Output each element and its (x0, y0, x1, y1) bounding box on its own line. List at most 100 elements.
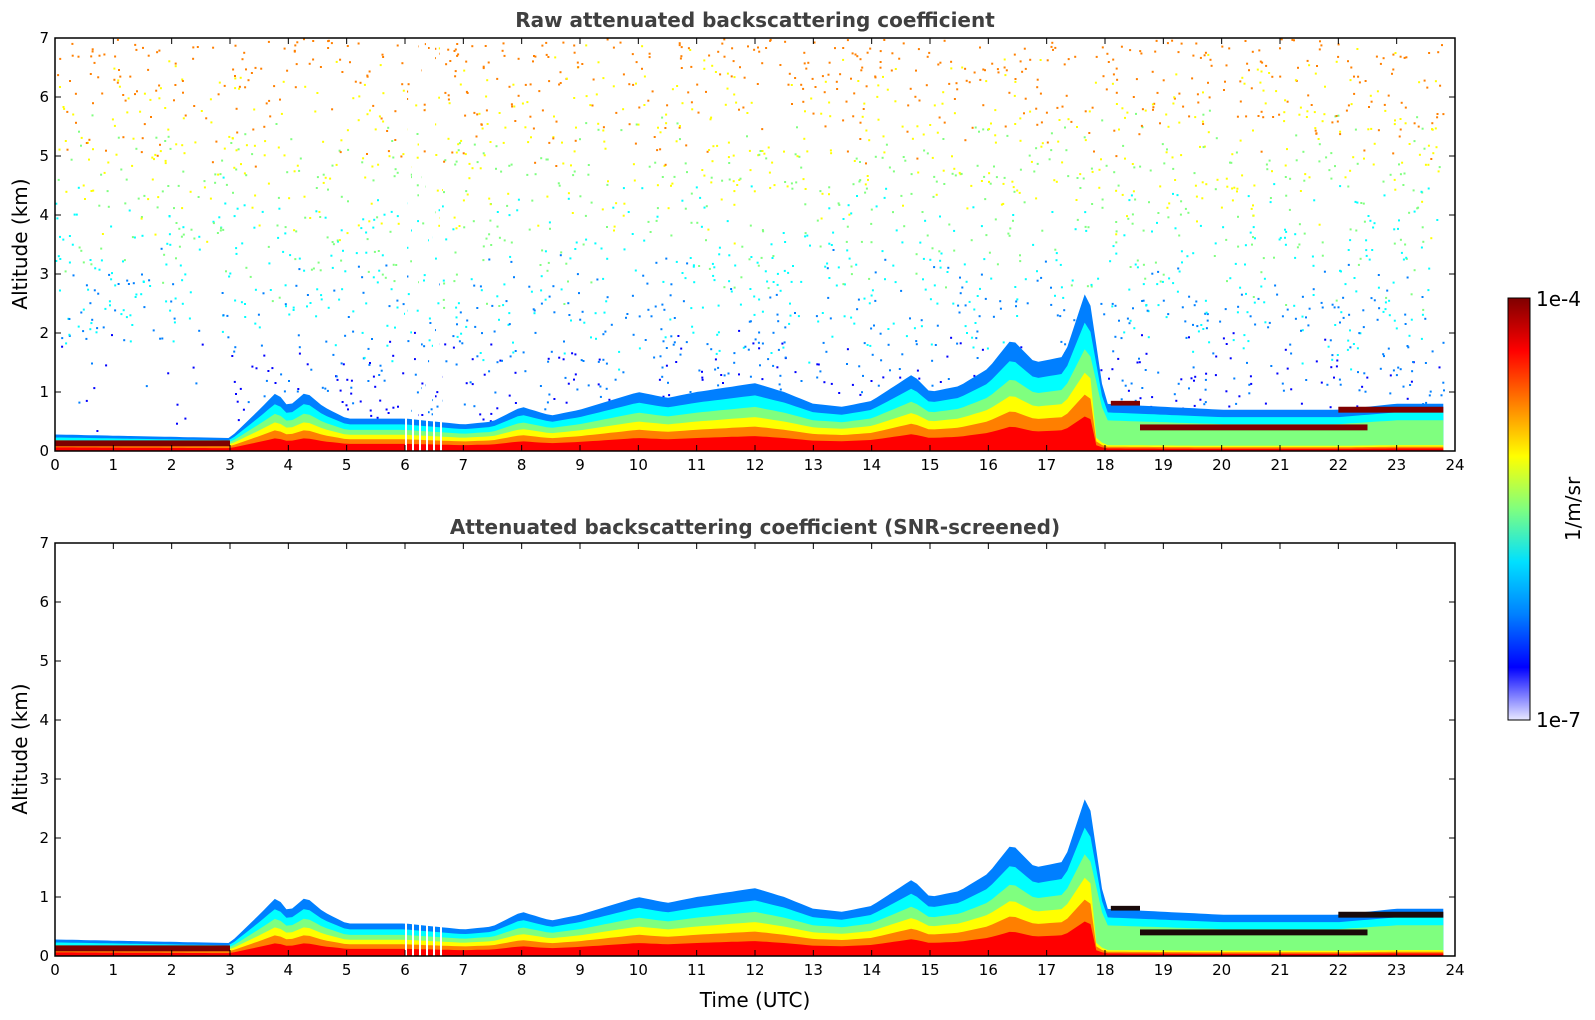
noise-point (1090, 285, 1093, 288)
noise-point (719, 73, 722, 76)
noise-point (825, 350, 828, 353)
noise-point (1204, 388, 1207, 391)
noise-point (661, 116, 664, 119)
noise-point (964, 139, 967, 142)
noise-point (728, 162, 731, 164)
noise-point (964, 325, 967, 328)
noise-point (796, 126, 798, 129)
noise-point (1360, 202, 1363, 204)
noise-point (271, 367, 274, 370)
noise-point (1131, 213, 1134, 216)
noise-point (379, 399, 382, 402)
noise-point (815, 315, 818, 318)
noise-point (1188, 387, 1190, 390)
noise-point (167, 128, 170, 131)
noise-point (1151, 70, 1154, 73)
noise-point (750, 185, 753, 188)
x-tick-label: 9 (575, 456, 585, 474)
noise-point (1438, 366, 1441, 369)
noise-point (1286, 308, 1289, 311)
noise-point (407, 340, 410, 343)
noise-point (396, 44, 399, 47)
noise-point (101, 233, 104, 235)
noise-point (1263, 277, 1266, 280)
noise-point (679, 138, 681, 141)
noise-point (1223, 89, 1225, 91)
noise-point (1350, 66, 1353, 69)
noise-point (1333, 306, 1336, 309)
noise-point (966, 207, 969, 210)
noise-point (1395, 374, 1398, 377)
noise-point (607, 180, 609, 183)
noise-point (1084, 211, 1087, 214)
noise-point (803, 51, 806, 54)
noise-point (828, 207, 831, 210)
noise-point (1305, 316, 1307, 319)
noise-point (309, 302, 312, 304)
noise-point (816, 219, 819, 222)
noise-point (1106, 52, 1109, 55)
noise-point (1180, 250, 1183, 253)
noise-point (219, 229, 222, 232)
noise-point (167, 135, 170, 138)
noise-point (1323, 270, 1326, 273)
noise-point (370, 414, 373, 417)
noise-point (706, 343, 709, 346)
noise-point (221, 159, 224, 162)
noise-point (182, 170, 185, 173)
noise-point (634, 142, 637, 145)
noise-point (436, 391, 439, 394)
noise-point (929, 258, 932, 261)
noise-point (576, 61, 579, 64)
noise-point (1423, 147, 1426, 150)
noise-point (72, 113, 75, 116)
noise-point (322, 173, 325, 176)
noise-point (638, 106, 641, 109)
noise-point (582, 360, 585, 362)
noise-point (837, 202, 840, 205)
noise-point (303, 269, 306, 272)
noise-point (980, 225, 983, 228)
noise-point (1350, 368, 1353, 371)
noise-point (484, 45, 487, 47)
noise-point (859, 179, 862, 182)
noise-point (1222, 226, 1225, 229)
noise-point (172, 340, 175, 343)
noise-point (1303, 179, 1306, 182)
noise-point (1417, 206, 1420, 209)
noise-points (55, 38, 1445, 432)
noise-point (164, 162, 167, 165)
noise-point (528, 285, 531, 288)
noise-point (120, 168, 123, 171)
noise-point (1283, 120, 1286, 123)
noise-point (1208, 96, 1211, 99)
noise-point (1229, 161, 1231, 164)
noise-point (105, 364, 108, 367)
noise-point (939, 266, 942, 269)
noise-point (749, 169, 752, 172)
noise-point (127, 283, 130, 285)
data-gap (412, 38, 414, 451)
x-axis: 0 1 2 3 4 5 6 7 8 9 10 11 12 13 14 15 16 17 18 19 20 21 22 23 24 (50, 543, 1465, 979)
noise-point (665, 122, 668, 125)
noise-point (1176, 194, 1179, 197)
noise-point (78, 246, 81, 249)
noise-point (247, 401, 250, 404)
noise-point (1179, 213, 1182, 216)
noise-point (675, 260, 678, 263)
noise-point (1088, 110, 1091, 113)
noise-point (1387, 347, 1390, 350)
noise-point (851, 383, 854, 386)
noise-point (1373, 142, 1376, 145)
noise-point (533, 55, 535, 57)
noise-point (420, 343, 423, 346)
x-tick-label: 2 (167, 456, 177, 474)
noise-point (723, 374, 726, 377)
noise-point (678, 42, 681, 45)
noise-point (1252, 214, 1255, 217)
noise-point (465, 90, 468, 93)
noise-point (980, 273, 983, 276)
noise-point (62, 238, 65, 241)
noise-point (421, 382, 424, 385)
